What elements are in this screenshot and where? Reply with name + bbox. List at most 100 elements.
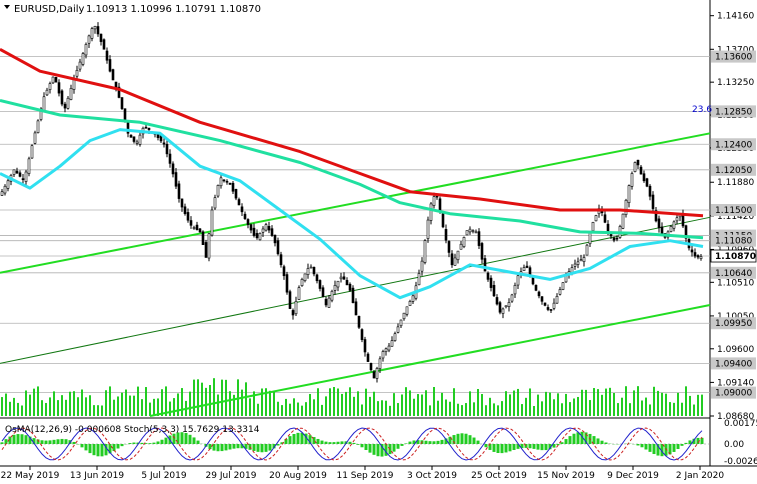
candle-body [33,132,37,144]
candle-body [543,302,547,306]
level-tag-label: 1.12850 [715,107,752,117]
channel-upper-line [0,132,711,274]
candle-body [405,306,409,315]
candle-body [696,255,700,258]
candle-body [48,83,52,90]
price-tick-label: 1.08680 [717,412,754,422]
candle-body [441,213,445,228]
candle-body [177,183,181,199]
price-tick-label: 1.14160 [717,12,754,22]
candle-body [447,241,451,253]
level-tag-label: 1.13600 [715,53,752,63]
candle-body [324,298,328,306]
candle-body [288,291,292,309]
candle-body [690,249,694,253]
ma-200-line [0,47,704,218]
candle-body [327,297,331,308]
level-tag-box [711,105,756,118]
level-tag-box [711,386,756,399]
level-tag-box [711,266,756,279]
candle-body [135,141,139,144]
level-tag-box [711,317,756,330]
level-tag-box [711,357,756,370]
candle-body [471,230,475,232]
candle-body [279,254,283,266]
candle-body [636,159,640,166]
candle-body [459,243,463,250]
candle-body [561,282,565,290]
candle-body [222,179,226,182]
candle-body [480,243,484,260]
candle-body [453,257,457,266]
level-tag-label: 1.12400 [715,140,752,150]
candle-body [342,276,346,280]
candle-body [378,358,382,369]
trend-lines [0,132,711,417]
candle-body [144,126,148,129]
candle-body [513,285,517,295]
candle-body [249,224,253,231]
date-axis: 22 May 2019 13 Jun 2019 5 Jul 2019 29 Jul 2… [1,466,724,481]
candle-body [42,96,46,112]
level-tag-box [711,138,756,151]
candle-body [234,189,238,199]
candle-body [243,213,247,219]
candle-body [615,237,619,240]
candle-body [390,340,394,347]
candle-body [6,180,10,189]
candle-body [183,206,187,214]
candle-body [237,199,241,206]
candle-body [444,229,448,241]
candle-body [594,215,598,222]
fibonacci-label: 23.6 [692,105,712,115]
candle-body [501,308,505,314]
candle-body [657,218,661,229]
candle-body [210,209,214,236]
date-tick-label: 9 Dec 2019 [607,471,659,481]
stochastic-label: Stoch(5,3,3) 15.7629 13.3314 [124,425,260,435]
moving-averages [0,47,704,300]
candle-body [399,319,403,327]
candle-body [27,158,31,174]
level-tag-box [710,249,757,263]
candle-body [171,163,175,175]
candle-body [633,162,637,172]
date-tick-label: 20 Aug 2019 [269,471,327,481]
candle-body [495,297,499,305]
candle-body [432,196,436,206]
candle-body [525,265,529,268]
candle-body [51,76,55,84]
price-tick-label: 1.09600 [717,345,754,355]
candle-body [336,280,340,288]
candle-body [369,363,373,371]
level-tag-label: 1.10870 [715,252,756,262]
candle-body [195,224,199,231]
candle-body [498,302,502,313]
candle-body [258,233,262,241]
candle-body [384,348,388,353]
price-tick-label: 1.13700 [717,45,754,55]
candle-body [264,224,268,231]
candle-body [504,305,508,308]
candle-body [357,315,361,328]
candle-body [273,234,277,244]
candle-body [489,277,493,288]
candle-body [231,182,235,192]
candle-body [372,371,376,379]
candle-body [207,233,211,259]
osma-label: OsMA(12,26,9) -0.000608 [5,425,121,435]
candle-body [492,285,496,297]
candle-body [54,76,58,83]
dropdown-arrow-icon[interactable] [4,5,10,9]
candle-body [609,234,613,237]
candle-body [477,231,481,246]
candle-body [108,59,112,72]
candle-body [90,28,94,39]
candle-body [630,173,634,187]
candle-body [468,228,472,233]
candle-body [624,199,628,215]
candle-body [360,329,364,340]
candle-body [558,289,562,295]
candle-body [426,219,430,239]
price-tick-label: 1.11880 [717,178,754,188]
